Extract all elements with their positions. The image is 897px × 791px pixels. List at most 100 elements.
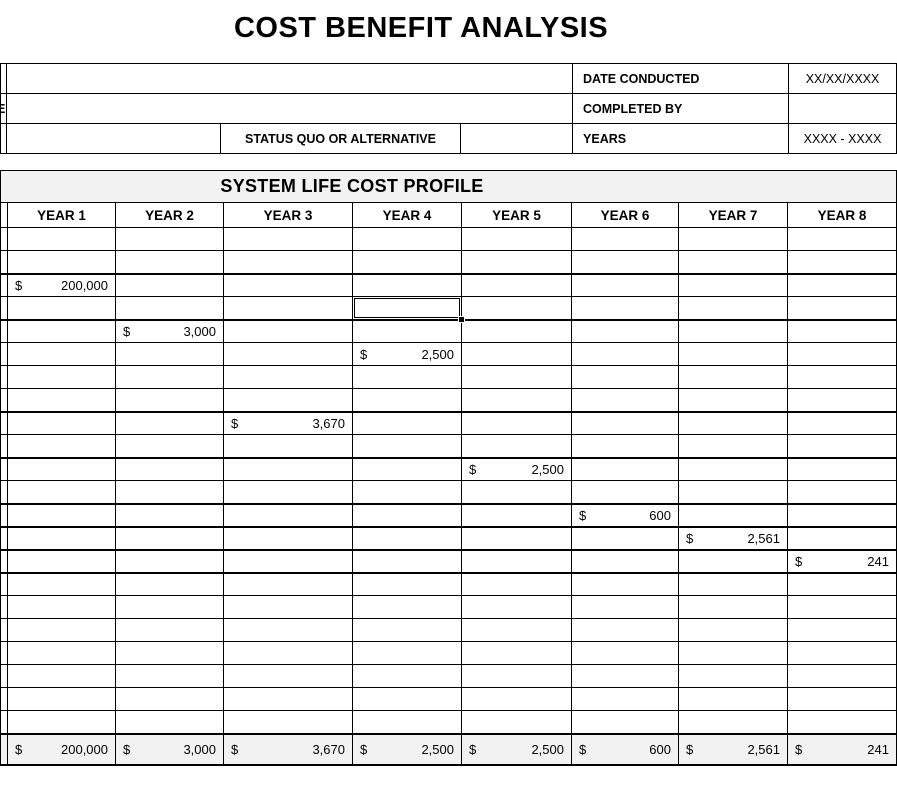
grid-cell[interactable]: [461, 318, 572, 343]
grid-cell[interactable]: [223, 318, 353, 343]
grid-cell[interactable]: [352, 456, 462, 481]
grid-cell[interactable]: [461, 641, 572, 665]
grid-cell[interactable]: [7, 502, 116, 527]
grid-cell[interactable]: [7, 571, 116, 596]
grid-cell[interactable]: [461, 502, 572, 527]
grid-cell[interactable]: [787, 227, 897, 251]
grid-cell[interactable]: [787, 365, 897, 389]
grid-cell[interactable]: [223, 365, 353, 389]
status-quo-input-cell[interactable]: [459, 123, 574, 154]
grid-cell[interactable]: [7, 318, 116, 343]
grid-cell[interactable]: [223, 250, 353, 274]
grid-cell[interactable]: [787, 664, 897, 688]
grid-cell[interactable]: [115, 641, 224, 665]
grid-cell[interactable]: [7, 388, 116, 412]
grid-cell[interactable]: [678, 502, 788, 527]
grid-cell[interactable]: [787, 525, 897, 550]
grid-cell[interactable]: $600: [571, 502, 679, 527]
grid-cell[interactable]: [787, 250, 897, 274]
grid-cell[interactable]: [115, 525, 224, 550]
grid-cell[interactable]: [461, 525, 572, 550]
column-header-year-5[interactable]: YEAR 5: [461, 202, 572, 228]
grid-cell[interactable]: [115, 250, 224, 274]
grid-cell[interactable]: [461, 365, 572, 389]
grid-cell[interactable]: [223, 502, 353, 527]
grid-cell[interactable]: [461, 687, 572, 711]
grid-cell[interactable]: [571, 434, 679, 458]
grid-cell[interactable]: [571, 687, 679, 711]
grid-cell[interactable]: [461, 571, 572, 596]
grid-cell[interactable]: [571, 250, 679, 274]
grid-cell[interactable]: [352, 480, 462, 504]
grid-cell[interactable]: [115, 664, 224, 688]
grid-cell[interactable]: [7, 687, 116, 711]
grid-cell[interactable]: [352, 365, 462, 389]
grid-cell[interactable]: [571, 664, 679, 688]
grid-cell[interactable]: [571, 388, 679, 412]
grid-cell[interactable]: [7, 456, 116, 481]
grid-cell[interactable]: [571, 595, 679, 619]
grid-cell[interactable]: [461, 480, 572, 504]
grid-cell[interactable]: [115, 410, 224, 435]
grid-cell[interactable]: [223, 434, 353, 458]
grid-cell[interactable]: [7, 618, 116, 642]
grid-cell[interactable]: [678, 410, 788, 435]
grid-cell[interactable]: [115, 456, 224, 481]
grid-cell[interactable]: [352, 227, 462, 251]
grid-cell[interactable]: [7, 525, 116, 550]
grid-cell[interactable]: [352, 641, 462, 665]
grid-cell[interactable]: [223, 548, 353, 573]
grid-cell[interactable]: [115, 272, 224, 297]
grid-cell[interactable]: [7, 410, 116, 435]
grid-cell[interactable]: [678, 434, 788, 458]
grid-cell[interactable]: [223, 296, 353, 320]
grid-cell[interactable]: [678, 687, 788, 711]
grid-cell[interactable]: [115, 618, 224, 642]
grid-cell[interactable]: [461, 410, 572, 435]
grid-cell[interactable]: [7, 342, 116, 366]
grid-cell[interactable]: [7, 641, 116, 665]
grid-cell[interactable]: [7, 480, 116, 504]
grid-cell[interactable]: [787, 342, 897, 366]
total-cell[interactable]: $3,000: [115, 732, 224, 766]
grid-cell[interactable]: [678, 480, 788, 504]
grid-cell[interactable]: [787, 595, 897, 619]
grid-cell[interactable]: [571, 365, 679, 389]
grid-cell[interactable]: [461, 296, 572, 320]
grid-cell[interactable]: [571, 227, 679, 251]
grid-cell[interactable]: [461, 388, 572, 412]
grid-cell[interactable]: [223, 710, 353, 734]
grid-cell[interactable]: [7, 710, 116, 734]
grid-cell[interactable]: [461, 710, 572, 734]
grid-cell[interactable]: [115, 502, 224, 527]
grid-cell[interactable]: [571, 272, 679, 297]
grid-cell[interactable]: [223, 618, 353, 642]
grid-cell[interactable]: [571, 641, 679, 665]
total-cell[interactable]: $2,500: [352, 732, 462, 766]
grid-cell[interactable]: [223, 664, 353, 688]
grid-cell[interactable]: [678, 296, 788, 320]
grid-cell[interactable]: [223, 388, 353, 412]
grid-cell[interactable]: [571, 571, 679, 596]
grid-cell[interactable]: [7, 250, 116, 274]
grid-cell[interactable]: $3,670: [223, 410, 353, 435]
grid-cell[interactable]: [115, 687, 224, 711]
grid-cell[interactable]: [461, 595, 572, 619]
grid-cell[interactable]: [461, 227, 572, 251]
grid-cell[interactable]: [223, 227, 353, 251]
grid-cell[interactable]: [787, 456, 897, 481]
grid-cell[interactable]: [787, 618, 897, 642]
info-input-cell[interactable]: [5, 63, 574, 94]
grid-cell[interactable]: [787, 434, 897, 458]
grid-cell[interactable]: [352, 525, 462, 550]
grid-cell[interactable]: [678, 571, 788, 596]
grid-cell[interactable]: [223, 480, 353, 504]
grid-cell[interactable]: [787, 480, 897, 504]
grid-cell[interactable]: [678, 342, 788, 366]
grid-cell[interactable]: [571, 456, 679, 481]
grid-cell[interactable]: [787, 641, 897, 665]
grid-cell[interactable]: $2,500: [352, 342, 462, 366]
grid-cell[interactable]: [678, 318, 788, 343]
grid-cell[interactable]: $241: [787, 548, 897, 573]
grid-cell[interactable]: [571, 342, 679, 366]
